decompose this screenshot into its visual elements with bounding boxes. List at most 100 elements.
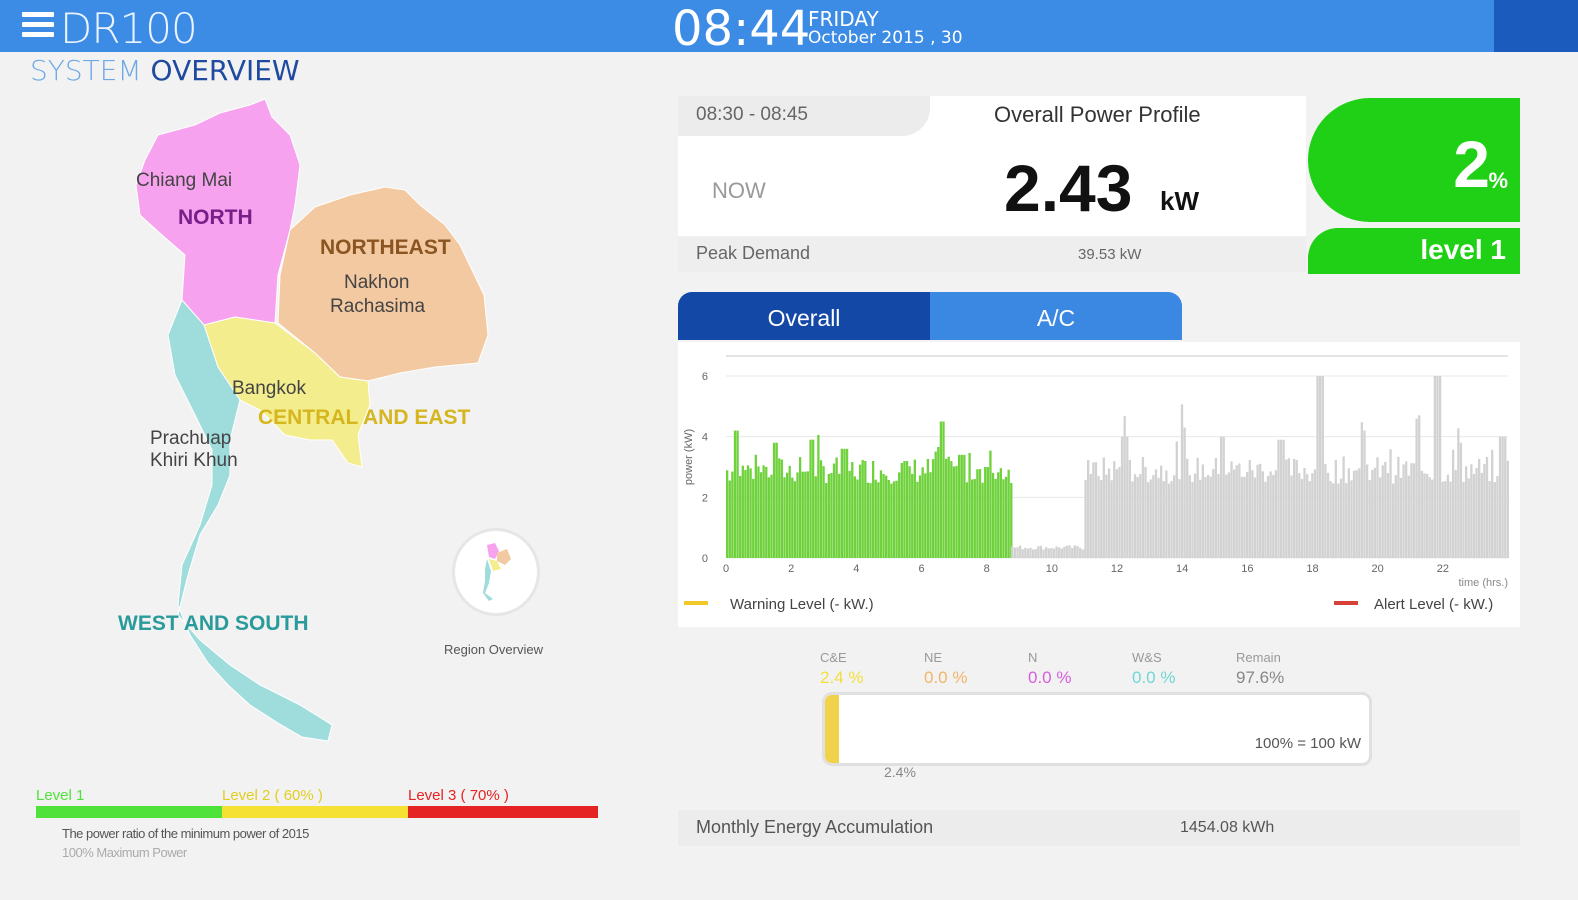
chart-bar-today bbox=[798, 457, 802, 558]
capacity-bar: 100% = 100 kW bbox=[822, 692, 1372, 766]
chart-bar-forecast bbox=[1496, 476, 1499, 558]
chart-bar-today bbox=[1007, 469, 1010, 558]
chart-bar-forecast bbox=[1352, 470, 1356, 558]
chart-bar-forecast bbox=[1165, 470, 1168, 558]
chart-bar-today bbox=[973, 479, 976, 558]
chart-bar-today bbox=[879, 470, 883, 558]
top-bar bbox=[0, 0, 1578, 52]
x-tick-label: 0 bbox=[723, 563, 729, 575]
chart-bar-today bbox=[918, 475, 922, 558]
chart-bar-forecast bbox=[1454, 469, 1457, 558]
x-tick-label: 18 bbox=[1306, 563, 1318, 575]
chart-bar-today bbox=[960, 454, 963, 558]
x-tick-label: 20 bbox=[1372, 563, 1384, 575]
level-text: level 1 bbox=[1420, 234, 1506, 265]
chart-bar-forecast bbox=[1334, 459, 1337, 558]
chart-bar-forecast bbox=[1397, 456, 1400, 558]
chart-bar-today bbox=[898, 472, 901, 558]
chart-bar-today bbox=[825, 483, 828, 558]
chart-bar-forecast bbox=[1120, 436, 1124, 558]
chart-bar-forecast bbox=[1339, 478, 1343, 558]
chart-bar-today bbox=[801, 471, 804, 558]
chart-bar-forecast bbox=[1324, 463, 1327, 558]
chart-bar-today bbox=[830, 472, 833, 558]
warning-level-swatch bbox=[684, 601, 708, 605]
tab-overall[interactable]: Overall bbox=[678, 292, 930, 340]
power-chart: 0 2 4 6 power (kW) 0 2 4 6 8 10 12 14 16 18 20 22 time (h… bbox=[683, 355, 1510, 589]
chart-bar-forecast bbox=[1277, 439, 1280, 558]
region-west-south-shape[interactable] bbox=[167, 299, 333, 742]
chart-bar-forecast bbox=[1418, 415, 1421, 558]
percent-value: 2 bbox=[1453, 127, 1490, 201]
tab-ac[interactable]: A/C bbox=[930, 292, 1182, 340]
chart-bar-forecast bbox=[1470, 464, 1473, 558]
chart-bar-forecast bbox=[1251, 470, 1254, 558]
chart-bar-forecast bbox=[1365, 464, 1369, 558]
chart-bar-forecast bbox=[1199, 479, 1202, 558]
chart-bar-today bbox=[788, 465, 791, 558]
chart-bar-forecast bbox=[1373, 467, 1377, 558]
chart-bar-forecast bbox=[1264, 481, 1267, 558]
chart-bar-forecast bbox=[1183, 427, 1186, 558]
chart-bar-forecast bbox=[1376, 457, 1379, 558]
chart-bar-forecast bbox=[1363, 430, 1366, 558]
chart-bar-today bbox=[726, 470, 729, 558]
region-overview-button[interactable] bbox=[452, 528, 540, 616]
chart-bar-low bbox=[1037, 546, 1040, 558]
page-title-part2: OVERVIEW bbox=[150, 54, 300, 87]
chart-bar-low bbox=[1050, 548, 1053, 558]
chart-bar-forecast bbox=[1287, 458, 1291, 558]
time-range-tab bbox=[678, 96, 930, 136]
chart-bar-forecast bbox=[1316, 376, 1319, 558]
chart-bar-low bbox=[1024, 547, 1027, 558]
chart-bar-forecast bbox=[1475, 467, 1478, 558]
chart-bar-forecast bbox=[1089, 474, 1092, 558]
chart-bar-today bbox=[957, 454, 961, 558]
x-tick-label: 8 bbox=[984, 563, 990, 575]
chart-bar-today bbox=[775, 442, 778, 558]
chart-bar-forecast bbox=[1201, 464, 1205, 558]
chart-bar-today bbox=[908, 466, 911, 558]
chart-bar-forecast bbox=[1368, 480, 1371, 558]
chart-bar-forecast bbox=[1405, 461, 1408, 558]
chart-bar-today bbox=[903, 460, 906, 558]
chart-bar-today bbox=[752, 478, 755, 558]
chart-bar-today bbox=[856, 479, 859, 558]
chart-bar-today bbox=[762, 465, 765, 558]
thailand-region-map[interactable] bbox=[100, 95, 520, 755]
chart-bar-low bbox=[1018, 545, 1022, 558]
chart-bar-today bbox=[916, 481, 919, 558]
chart-bar-forecast bbox=[1350, 480, 1353, 558]
chart-bar-low bbox=[1052, 548, 1056, 558]
chart-bar-forecast bbox=[1472, 473, 1476, 558]
chart-bar-forecast bbox=[1206, 474, 1210, 558]
hamburger-menu-icon[interactable] bbox=[22, 12, 54, 42]
day-of-week: FRIDAY bbox=[808, 7, 879, 31]
chart-bar-today bbox=[934, 451, 937, 558]
chart-bar-low bbox=[1078, 547, 1082, 558]
chart-bar-today bbox=[861, 459, 864, 558]
city-label-nakhon: Nakhon bbox=[344, 272, 410, 293]
monthly-energy-value: 1454.08 kWh bbox=[1180, 819, 1275, 836]
chart-bar-forecast bbox=[1305, 474, 1309, 558]
chart-bar-forecast bbox=[1285, 459, 1288, 558]
percent-badge: 2 % bbox=[1308, 98, 1520, 222]
chart-bar-forecast bbox=[1392, 483, 1395, 558]
breakdown-value-ce: 2.4 % bbox=[820, 668, 864, 687]
chart-bar-today bbox=[965, 482, 969, 558]
chart-bar-today bbox=[939, 421, 943, 558]
chart-bar-today bbox=[827, 473, 830, 558]
power-chart-card: 0 2 4 6 power (kW) 0 2 4 6 8 10 12 14 16 18 20 22 time (h… bbox=[678, 342, 1520, 627]
region-central-east-shape[interactable] bbox=[203, 316, 371, 468]
chart-bar-today bbox=[812, 439, 815, 558]
chart-bar-forecast bbox=[1126, 436, 1129, 558]
chart-bar-forecast bbox=[1178, 479, 1181, 558]
chart-bar-today bbox=[921, 467, 924, 558]
region-north-shape[interactable] bbox=[135, 98, 301, 326]
chart-bar-today bbox=[778, 458, 781, 558]
chart-bar-forecast bbox=[1431, 479, 1434, 558]
current-power-unit: kW bbox=[1160, 186, 1199, 216]
chart-bar-forecast bbox=[1384, 461, 1387, 558]
chart-bar-forecast bbox=[1146, 482, 1150, 558]
chart-bar-forecast bbox=[1102, 457, 1105, 558]
